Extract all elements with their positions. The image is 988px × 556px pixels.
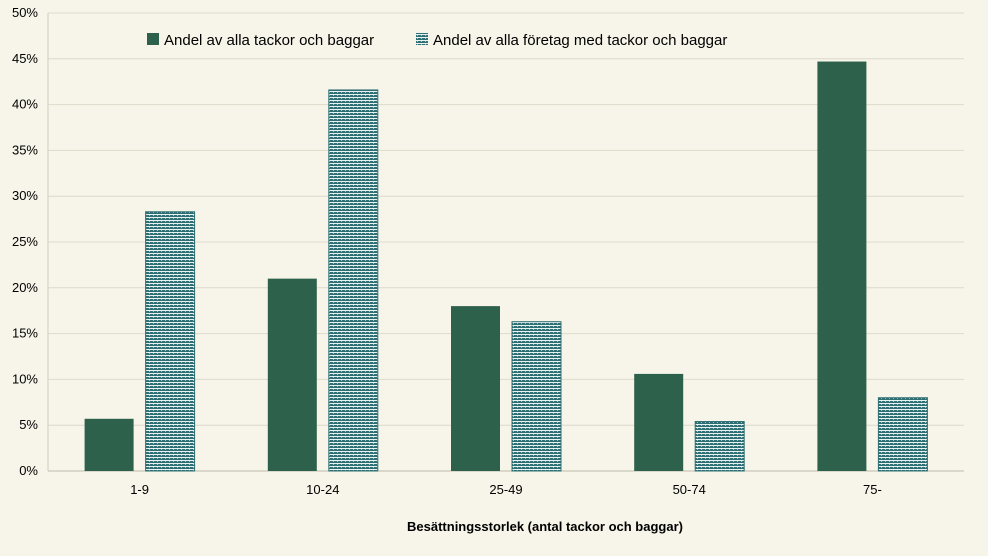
- y-tick-label: 30%: [12, 188, 38, 203]
- legend-label: Andel av alla tackor och baggar: [164, 32, 374, 49]
- bar-foretag-25-49: [511, 321, 562, 472]
- y-tick-label: 40%: [12, 97, 38, 112]
- x-tick-label: 75-: [863, 482, 882, 497]
- legend-swatch: [147, 33, 159, 45]
- gridlines: [47, 12, 964, 472]
- bar-foretag-75-: [877, 397, 928, 472]
- legend-label: Andel av alla företag med tackor och bag…: [433, 32, 727, 49]
- legend-swatch: [416, 33, 428, 45]
- legend: Andel av alla tackor och baggar Andel av …: [147, 32, 727, 49]
- y-tick-label: 10%: [12, 371, 38, 386]
- bar-tackor-baggar-25-49: [451, 306, 500, 471]
- bar-foretag-1-9: [145, 211, 196, 472]
- x-tick-label: 10-24: [306, 482, 339, 497]
- bar-tackor-baggar-50-74: [634, 373, 684, 471]
- bar-foretag-10-24: [328, 89, 379, 472]
- y-tick-label: 25%: [12, 234, 38, 249]
- bar-foretag-50-74: [694, 421, 745, 472]
- y-tick-label: 50%: [12, 5, 38, 20]
- x-tick-label: 25-49: [489, 482, 522, 497]
- y-tick-label: 5%: [19, 417, 38, 432]
- y-tick-label: 20%: [12, 280, 38, 295]
- x-tick-label: 1-9: [130, 482, 149, 497]
- y-tick-label: 45%: [12, 51, 38, 66]
- bar-tackor-baggar-10-24: [267, 278, 317, 471]
- x-tick-label: 50-74: [673, 482, 706, 497]
- x-axis-ticks: 1-9 10-24 25-49 50-74 75-: [130, 482, 882, 497]
- y-tick-label: 15%: [12, 326, 38, 341]
- y-tick-label: 0%: [19, 463, 38, 478]
- bar-tackor-baggar-1-9: [84, 418, 134, 471]
- x-axis-label: Besättningsstorlek (antal tackor och bag…: [407, 519, 683, 534]
- bars: [84, 61, 928, 472]
- y-axis-ticks: 0% 5% 10% 15% 20% 25% 30% 35% 40% 45% 50%: [12, 5, 38, 478]
- bar-tackor-baggar-75-: [817, 61, 867, 471]
- y-tick-label: 35%: [12, 142, 38, 157]
